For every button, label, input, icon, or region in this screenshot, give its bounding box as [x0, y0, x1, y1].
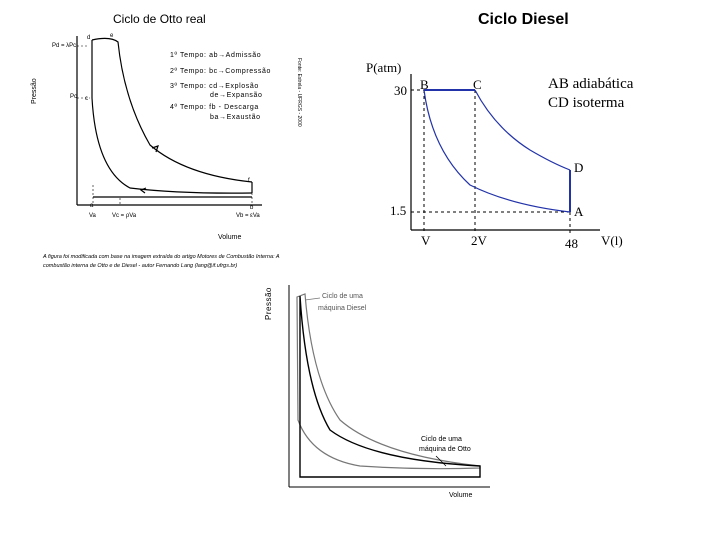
stroke-3b-text: de→Expansão — [210, 92, 263, 99]
compare-otto-label-1: Ciclo de uma — [421, 436, 462, 443]
otto-compression-curve — [91, 97, 253, 194]
otto-label-a: a — [90, 203, 94, 209]
diesel-y-axis-label: P(atm) — [366, 60, 402, 75]
diesel-legend-line-2: CD isoterma — [548, 95, 625, 111]
otto-cycle — [91, 37, 253, 198]
otto-guides — [77, 45, 253, 205]
diesel-point-d: D — [574, 160, 584, 175]
diesel-axes — [410, 74, 600, 231]
otto-label-b: b — [250, 205, 254, 211]
diesel-title: Ciclo Diesel — [478, 11, 569, 28]
otto-label-pd: Pd = λPc — [52, 43, 77, 49]
otto-title: Ciclo de Otto real — [113, 12, 206, 26]
diesel-x-tick-2v: 2V — [471, 233, 487, 248]
diesel-point-a: A — [574, 204, 584, 219]
diesel-ab-curve — [423, 89, 571, 213]
stroke-1-num: 1º — [170, 52, 178, 59]
diesel-y-tick-1-5: 1.5 — [390, 203, 407, 218]
diesel-point-b: B — [420, 77, 429, 92]
stroke-2-num: 2º — [170, 68, 178, 75]
compare-axes — [288, 285, 490, 488]
stroke-2-text: Tempo: bc→Compressão — [180, 68, 271, 75]
diesel-legend-line-1: AB adiabática — [548, 76, 634, 92]
compare-diesel-pointer — [304, 297, 321, 301]
compare-diesel-label-1: Ciclo de uma — [322, 293, 363, 300]
stroke-3-num: 3º — [170, 83, 178, 90]
otto-arrow-compression — [139, 187, 147, 194]
compare-otto-cycle — [299, 295, 481, 478]
otto-caption-line-1: A figura foi modificada com base na imag… — [43, 254, 280, 260]
stroke-4b-text: ba→Exaustão — [210, 114, 261, 121]
compare-diesel-label-2: máquina Diesel — [318, 305, 367, 312]
otto-axes — [76, 36, 262, 206]
otto-x-axis-label: Volume — [218, 234, 242, 241]
diesel-cycle — [423, 89, 571, 213]
compare-diesel-cycle — [296, 293, 481, 470]
stroke-1-text: Tempo: ab→Admissão — [180, 52, 262, 59]
otto-expansion-curve — [91, 37, 253, 183]
stroke-3-text: Tempo: cd→Explosão — [180, 83, 259, 90]
compare-otto-label-2: máquina de Otto — [419, 446, 471, 453]
stroke-4-num: 4º — [170, 104, 178, 111]
otto-arrow-expansion — [151, 145, 159, 153]
otto-label-pc: Pc — [70, 94, 78, 100]
otto-label-c: c — [85, 96, 88, 102]
diesel-point-c: C — [473, 77, 482, 92]
otto-label-e: e — [110, 33, 114, 39]
compare-x-axis-label: Volume — [449, 492, 473, 499]
otto-label-vb: Vb = εVa — [236, 213, 260, 219]
otto-label-va: Va — [89, 213, 96, 219]
otto-label-vc: Vc = ρVa — [112, 213, 137, 219]
diesel-x-tick-v: V — [421, 233, 431, 248]
otto-label-f: f — [248, 178, 250, 184]
diesel-y-tick-30: 30 — [394, 83, 407, 98]
otto-label-d: d — [87, 35, 91, 41]
otto-caption-line-2: combustão interna de Otto e de Diesel - … — [43, 263, 238, 269]
diesel-guides — [411, 89, 571, 236]
compare-otto-pointer — [435, 455, 447, 467]
diesel-x-tick-48: 48 — [565, 236, 578, 251]
diesel-cd-curve — [474, 89, 571, 171]
diesel-x-axis-label: V(l) — [601, 233, 623, 248]
stroke-4-text: Tempo: fb - Descarga — [180, 104, 259, 111]
